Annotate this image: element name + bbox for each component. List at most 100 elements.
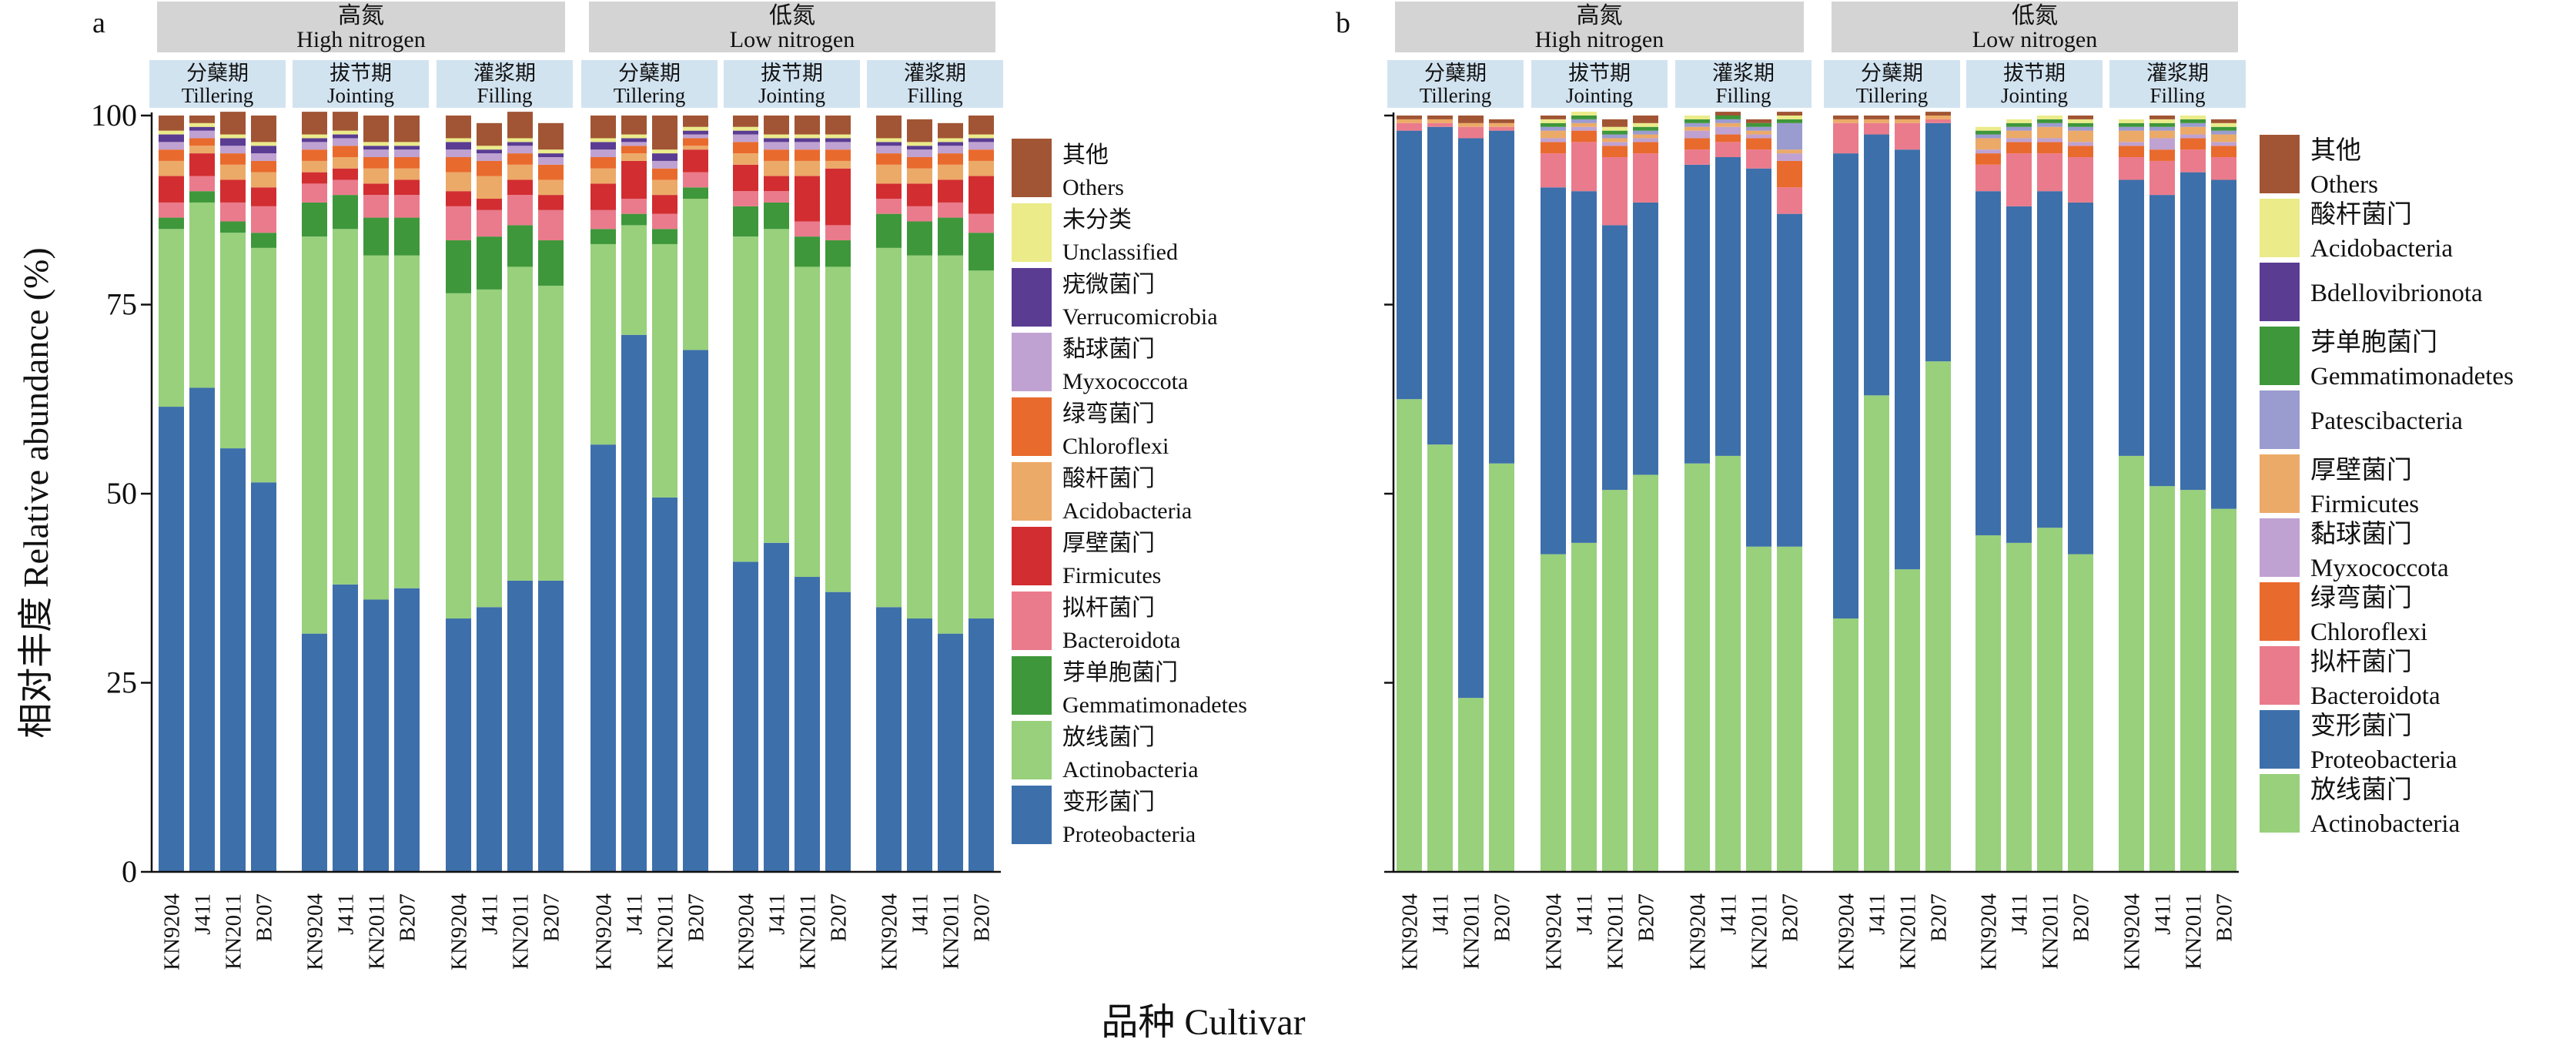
bar-segment	[2006, 142, 2032, 154]
y-tick-label: 75	[106, 287, 137, 322]
bar-segment	[2006, 138, 2032, 142]
bar-segment	[652, 497, 677, 872]
stage-box	[1675, 60, 1812, 108]
bar-segment	[1541, 138, 1566, 142]
bar-segment	[1427, 122, 1453, 127]
bar-segment	[1427, 444, 1453, 872]
bar-segment	[1895, 116, 1920, 119]
bar-segment	[159, 202, 184, 218]
x-tick-label: KN9204	[303, 893, 328, 970]
bar-segment	[2180, 149, 2206, 173]
bar-segment	[907, 146, 932, 150]
bar-segment	[590, 209, 616, 230]
bar-segment	[363, 157, 389, 169]
bar-segment	[1602, 138, 1628, 142]
bar-segment	[507, 138, 533, 142]
bar-segment	[2211, 126, 2236, 131]
bar-segment	[538, 209, 564, 241]
bar-segment	[302, 160, 327, 173]
bar-segment	[189, 387, 215, 872]
bar-segment	[590, 243, 616, 445]
bar-segment	[1541, 116, 1566, 119]
x-tick-label: KN2011	[2039, 893, 2063, 970]
bar-segment	[1458, 126, 1484, 139]
legend-swatch	[2260, 327, 2300, 385]
y-tick-label: 0	[122, 854, 137, 889]
bar-segment	[220, 221, 246, 233]
bar-segment	[302, 202, 327, 237]
bar-segment	[683, 199, 708, 350]
bar-segment	[2180, 490, 2206, 872]
bar-segment	[159, 149, 184, 161]
bar-segment	[1777, 112, 1802, 116]
bar-segment	[1397, 122, 1422, 131]
bar-segment	[733, 116, 758, 127]
bar-segment	[251, 247, 276, 483]
bar-segment	[477, 209, 502, 237]
legend-label-zh: 酸杆菌门	[2310, 200, 2412, 229]
bar-segment	[907, 157, 932, 169]
bar-segment	[1571, 122, 1597, 127]
bar-segment	[764, 138, 789, 142]
bar-segment	[333, 138, 358, 146]
bar-segment	[333, 112, 358, 131]
bar-segment	[1541, 126, 1566, 131]
stage-label-zh: 拔节期	[761, 62, 823, 85]
bar-segment	[159, 130, 184, 135]
bar-segment	[2068, 122, 2093, 127]
bar-segment	[683, 187, 708, 199]
bar-segment	[507, 179, 533, 196]
bar-segment	[507, 164, 533, 180]
bar-segment	[907, 618, 932, 872]
bar-segment	[938, 153, 963, 165]
x-tick-label: J411	[191, 893, 216, 935]
bar-segment	[363, 142, 389, 146]
bar-segment	[446, 618, 471, 872]
bar-segment	[2037, 142, 2062, 154]
bar-segment	[538, 157, 564, 165]
bar-segment	[477, 176, 502, 199]
legend-label-en: Myxococcota	[2310, 555, 2449, 582]
nitrogen-label-zh: 高氮	[1577, 3, 1623, 28]
bar-segment	[2180, 116, 2206, 119]
bar-segment	[189, 138, 215, 146]
bar-segment	[876, 213, 902, 248]
bar-segment	[825, 116, 851, 135]
legend-swatch	[1012, 203, 1052, 262]
x-tick-label: J411	[765, 893, 790, 935]
bar-segment	[938, 633, 963, 872]
bar-segment	[825, 160, 851, 169]
bar-segment	[652, 153, 677, 161]
bar-segment	[363, 168, 389, 184]
stage-label-en: Tillering	[614, 84, 686, 107]
stage-box	[293, 60, 429, 108]
bar-segment	[876, 153, 902, 165]
legend-label-zh: 芽单胞菌门	[1062, 660, 1178, 685]
bar-segment	[764, 142, 789, 150]
bar-segment	[1715, 116, 1741, 119]
bar-segment	[2211, 130, 2236, 135]
legend-label-en: Firmicutes	[2310, 491, 2419, 518]
bar-segment	[302, 138, 327, 142]
bar-segment	[1633, 130, 1658, 135]
bar-segment	[683, 172, 708, 188]
bar-segment	[538, 179, 564, 196]
legend-label-en: Acidobacteria	[1062, 498, 1192, 524]
bar-segment	[477, 607, 502, 872]
stage-box	[1531, 60, 1668, 108]
y-axis-title: 相对丰度 Relative abundance (%)	[16, 247, 55, 738]
bar-segment	[795, 221, 820, 237]
bar-segment	[938, 217, 963, 256]
bar-segment	[477, 236, 502, 290]
bar-segment	[1746, 122, 1771, 127]
nitrogen-strip	[157, 2, 565, 52]
bar-segment	[2119, 157, 2144, 180]
bar-segment	[1777, 546, 1802, 872]
bar-segment	[907, 119, 932, 142]
bar-segment	[621, 146, 647, 154]
bar-segment	[969, 142, 994, 150]
x-tick-label: J411	[1573, 893, 1597, 935]
bar-segment	[969, 618, 994, 872]
legend-swatch	[2260, 582, 2300, 641]
bar-segment	[446, 149, 471, 158]
